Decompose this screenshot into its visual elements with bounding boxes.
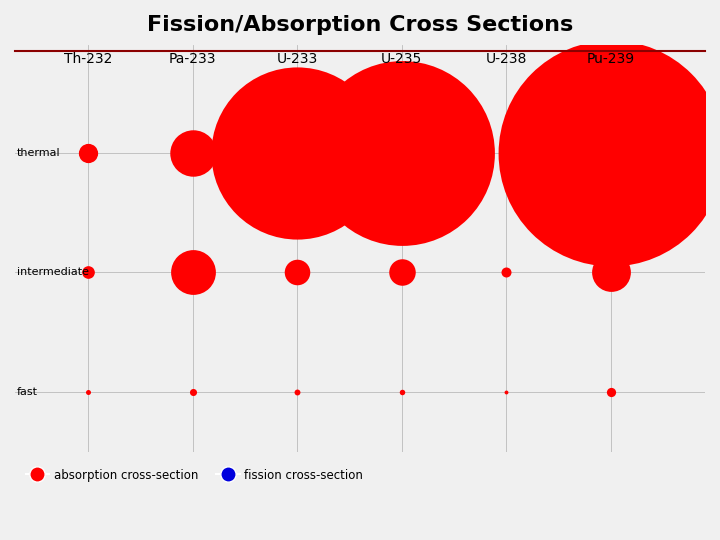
Text: thermal: thermal xyxy=(17,147,60,158)
Point xyxy=(605,387,616,396)
Point xyxy=(605,148,616,157)
Text: U-235: U-235 xyxy=(381,52,423,66)
Point xyxy=(396,387,408,396)
Point xyxy=(292,387,303,396)
Point xyxy=(500,268,512,276)
Point xyxy=(82,148,94,157)
Point xyxy=(605,268,616,276)
Point xyxy=(396,268,408,276)
Point xyxy=(396,387,408,396)
Point xyxy=(605,148,616,157)
Point xyxy=(187,387,199,396)
Point xyxy=(292,268,303,276)
Point xyxy=(292,148,303,157)
Text: fast: fast xyxy=(17,387,38,397)
Point xyxy=(292,148,303,157)
Point xyxy=(500,387,512,396)
Text: Pa-233: Pa-233 xyxy=(169,52,217,66)
Point xyxy=(605,268,616,276)
Legend: absorption cross-section, fission cross-section: absorption cross-section, fission cross-… xyxy=(21,464,368,487)
Point xyxy=(292,268,303,276)
Text: Th-232: Th-232 xyxy=(64,52,112,66)
Point xyxy=(187,268,199,276)
Point xyxy=(396,148,408,157)
Text: intermediate: intermediate xyxy=(17,267,89,277)
Point xyxy=(187,148,199,157)
Point xyxy=(82,387,94,396)
Point xyxy=(82,268,94,276)
Point xyxy=(605,387,616,396)
Point xyxy=(292,387,303,396)
Point xyxy=(396,268,408,276)
Text: U-238: U-238 xyxy=(486,52,527,66)
Title: Fission/Absorption Cross Sections: Fission/Absorption Cross Sections xyxy=(147,15,573,35)
Point xyxy=(500,148,512,157)
Point xyxy=(396,148,408,157)
Text: U-233: U-233 xyxy=(276,52,318,66)
Text: Pu-239: Pu-239 xyxy=(587,52,635,66)
